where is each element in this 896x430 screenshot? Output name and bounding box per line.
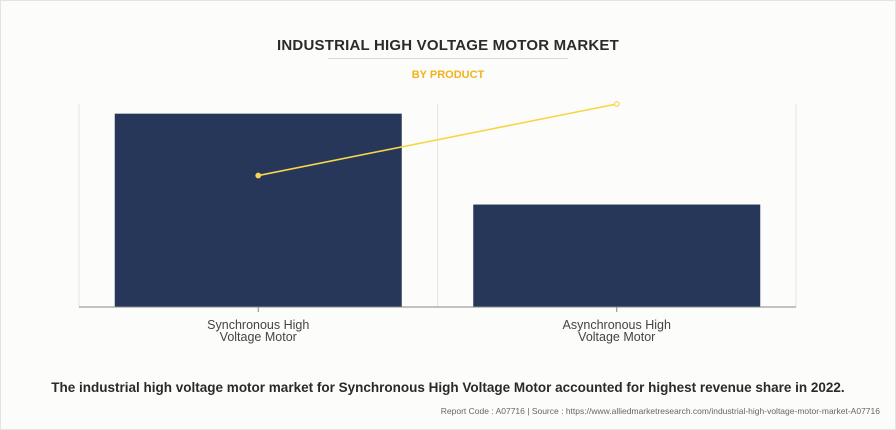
x-tick-label-line: Asynchronous High bbox=[563, 318, 671, 332]
x-tick-label-line: Voltage Motor bbox=[220, 330, 297, 344]
source-note: Report Code : A07716 | Source : https://… bbox=[440, 406, 880, 416]
x-tick-label-line: Synchronous High bbox=[207, 318, 309, 332]
line-point-1 bbox=[255, 172, 262, 179]
x-tick-label-2: Asynchronous High Voltage Motor bbox=[563, 318, 671, 344]
chart-subtitle: BY PRODUCT bbox=[411, 69, 485, 81]
bar-2 bbox=[473, 204, 761, 307]
chart-title: INDUSTRIAL HIGH VOLTAGE MOTOR MARKET bbox=[277, 37, 619, 54]
bar-1 bbox=[114, 113, 402, 308]
line-point-2 bbox=[613, 101, 620, 107]
x-tick-label-line: Voltage Motor bbox=[578, 330, 655, 344]
chart-plot-area: Synchronous High Voltage MotorAsynchronou… bbox=[78, 101, 797, 344]
line-series bbox=[258, 103, 617, 177]
chart-caption: The industrial high voltage motor market… bbox=[51, 380, 845, 395]
title-divider bbox=[328, 58, 568, 59]
x-tick-label-1: Synchronous High Voltage Motor bbox=[207, 318, 309, 344]
